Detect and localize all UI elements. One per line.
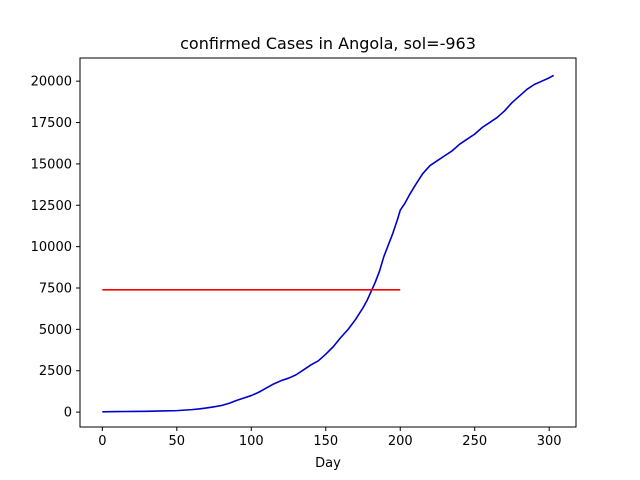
- plot-frame: [79, 57, 577, 428]
- x-tick-label: 200: [388, 434, 413, 449]
- y-tick-label: 7500: [39, 282, 72, 297]
- x-tick-label: 300: [537, 434, 562, 449]
- y-tick-label: 0: [64, 406, 72, 421]
- x-tick-label: 50: [169, 434, 186, 449]
- y-tick-label: 10000: [31, 240, 72, 255]
- y-tick-label: 2500: [39, 364, 72, 379]
- y-axis: 0 2500 5000 7500 10000 12500 15000 17500 20000: [31, 75, 80, 421]
- series-line-0: [102, 74, 555, 413]
- x-tick-label: 150: [313, 434, 338, 449]
- y-tick-label: 17500: [31, 116, 72, 131]
- y-tick-label: 15000: [31, 157, 72, 172]
- series-layer: [102, 74, 555, 413]
- x-tick-label: 0: [98, 434, 106, 449]
- x-axis-label: Day: [315, 456, 341, 471]
- x-tick-label: 100: [239, 434, 264, 449]
- x-tick-label: 250: [462, 434, 487, 449]
- y-tick-label: 5000: [39, 323, 72, 338]
- chart-title: confirmed Cases in Angola, sol=-963: [180, 34, 476, 53]
- x-axis: 0 50 100 150 200 250 300: [98, 427, 562, 449]
- y-tick-label: 12500: [31, 199, 72, 214]
- y-tick-label: 20000: [31, 75, 72, 90]
